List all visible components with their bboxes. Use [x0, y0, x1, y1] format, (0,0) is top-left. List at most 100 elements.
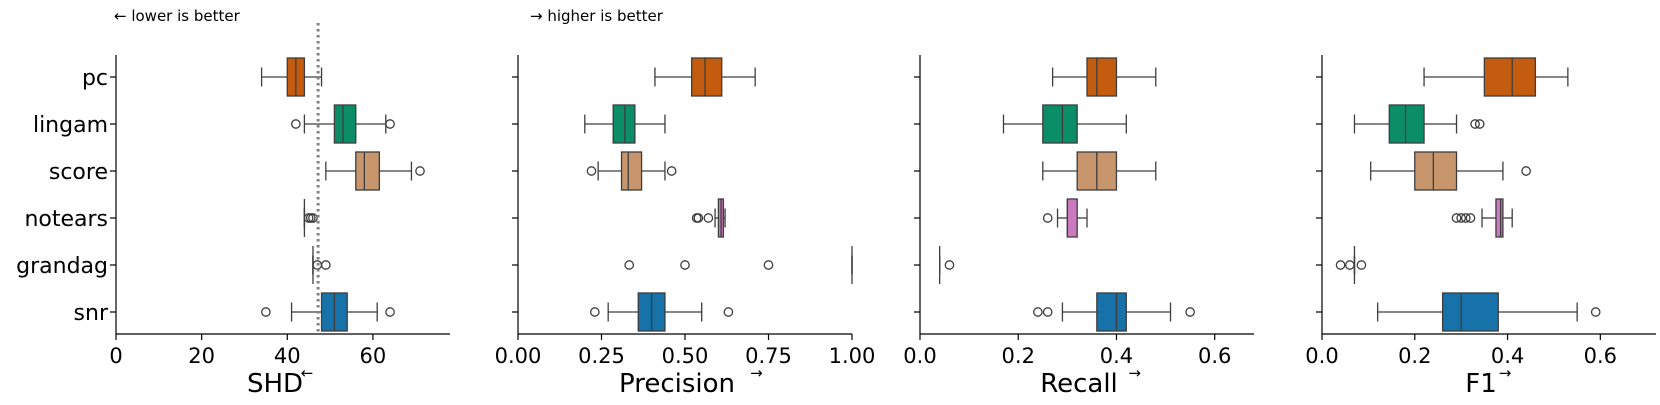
x-axis-label: Recall — [1040, 369, 1118, 399]
x-tick-label: 0 — [109, 344, 122, 368]
box-body — [355, 151, 380, 191]
outlier-point — [1344, 260, 1355, 270]
outlier-point — [261, 307, 271, 317]
x-tick-label: 0.6 — [1198, 344, 1231, 368]
box-grandag — [312, 246, 331, 284]
outlier-point — [763, 260, 774, 270]
x-axis-arrow: → — [1499, 364, 1512, 382]
outlier-point — [1356, 260, 1367, 270]
outlier-point — [586, 166, 597, 176]
box-lingam — [290, 104, 395, 144]
box-body — [691, 57, 723, 97]
outlier-point — [1465, 213, 1476, 223]
outlier-point — [666, 166, 677, 176]
x-axis-arrow: ← — [301, 364, 314, 382]
x-tick-label: 0.50 — [662, 344, 709, 368]
box-snr — [589, 292, 734, 332]
outlier-point — [1521, 166, 1531, 176]
outlier-point — [385, 119, 395, 129]
x-tick-label: 0.25 — [578, 344, 625, 368]
box-snr — [261, 292, 395, 332]
box-body — [1066, 198, 1078, 238]
box-lingam — [584, 104, 666, 144]
box-notears — [1042, 198, 1088, 238]
x-axis-arrow: → — [750, 364, 763, 382]
x-tick-label: 0.2 — [1398, 344, 1431, 368]
box-body — [612, 104, 636, 144]
outlier-point — [1451, 213, 1462, 223]
box-body — [1042, 104, 1078, 144]
box-lingam — [1002, 104, 1127, 144]
box-body — [1414, 151, 1458, 191]
outlier-point — [1474, 119, 1485, 129]
outlier-point — [1590, 307, 1601, 317]
x-tick-label: 60 — [360, 344, 387, 368]
outlier-point — [693, 213, 704, 223]
box-snr — [1033, 292, 1195, 332]
outlier-point — [1033, 307, 1043, 317]
box-grandag — [938, 246, 955, 284]
category-label-score: score — [49, 160, 108, 185]
box-body — [1086, 57, 1118, 97]
category-label-lingam: lingam — [33, 113, 108, 138]
box-score — [586, 151, 677, 191]
box-grandag — [624, 246, 853, 284]
box-lingam — [1353, 104, 1485, 144]
box-score — [325, 151, 425, 191]
outlier-point — [680, 260, 690, 270]
outlier-point — [290, 119, 301, 129]
outlier-point — [1335, 260, 1346, 270]
x-tick-label: 40 — [274, 344, 301, 368]
box-body — [1441, 292, 1499, 332]
x-tick-label: 0.0 — [1305, 344, 1338, 368]
box-pc — [654, 57, 756, 97]
box-body — [1483, 57, 1537, 97]
outlier-point — [1185, 307, 1195, 317]
x-axis-arrow: → — [1128, 364, 1141, 382]
outlier-point — [723, 307, 734, 317]
x-tick-label: 0.4 — [1491, 344, 1524, 368]
x-tick-label: 0.0 — [903, 344, 936, 368]
category-label-snr: snr — [74, 301, 109, 326]
box-pc — [1423, 57, 1569, 97]
outlier-point — [1042, 307, 1053, 317]
outlier-point — [1042, 213, 1053, 223]
outlier-point — [320, 260, 331, 270]
x-tick-label: 1.00 — [829, 344, 876, 368]
outlier-point — [944, 260, 955, 270]
category-label-grandag: grandag — [16, 254, 108, 279]
x-axis-label: F1 — [1465, 369, 1497, 399]
category-label-pc: pc — [82, 66, 108, 91]
outlier-point — [1460, 213, 1471, 223]
x-axis-label: Precision — [619, 369, 735, 399]
box-score — [1370, 151, 1531, 191]
outlier-point — [385, 307, 395, 317]
box-notears — [1451, 198, 1513, 238]
outlier-point — [589, 307, 600, 317]
box-notears — [303, 199, 318, 237]
box-snr — [1377, 292, 1601, 332]
x-tick-label: 0.6 — [1584, 344, 1617, 368]
panel-recall: 0.0 0.2 0.4 0.6 Recall → — [903, 55, 1254, 399]
box-pc — [260, 57, 323, 97]
box-body — [1096, 292, 1127, 332]
x-axis-label: SHD — [247, 369, 303, 399]
x-tick-label: 0.00 — [495, 344, 542, 368]
box-body — [333, 104, 357, 144]
x-tick-label: 0.75 — [745, 344, 792, 368]
category-label-notears: notears — [24, 207, 108, 232]
box-grandag — [1335, 246, 1367, 284]
box-body — [620, 151, 643, 191]
x-tick-label: 20 — [188, 344, 215, 368]
lower-is-better-note: ← lower is better — [114, 7, 241, 25]
x-tick-label: 0.2 — [1002, 344, 1035, 368]
box-score — [1042, 151, 1157, 191]
outlier-point — [1456, 213, 1467, 223]
outlier-point — [1470, 119, 1480, 129]
outlier-point — [703, 213, 714, 223]
box-pc — [1051, 57, 1157, 97]
outlier-point — [415, 166, 425, 176]
